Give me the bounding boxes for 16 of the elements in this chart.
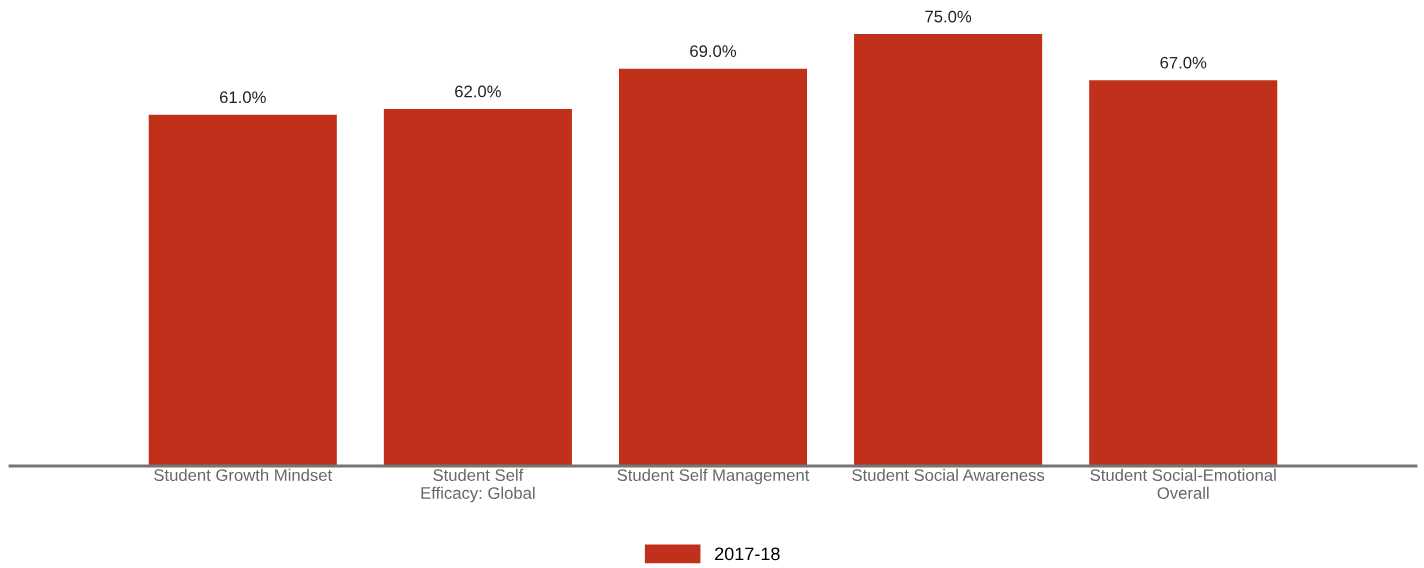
bar [383, 108, 572, 466]
data-label: 62.0% [455, 85, 501, 98]
bar [854, 34, 1043, 466]
data-label: 75.0% [925, 10, 972, 23]
x-tick-label: Student Social Awareness [852, 468, 1045, 482]
x-tick-label: Student Growth Mindset [154, 468, 333, 482]
data-label: 67.0% [1160, 56, 1207, 69]
bar [618, 68, 808, 466]
bar [148, 114, 337, 466]
data-label: 69.0% [690, 45, 737, 58]
x-tick-label: Student Self Efficacy: Global [421, 468, 535, 503]
x-tick-label: Student Self Management [617, 468, 810, 485]
data-label: 61.0% [219, 91, 266, 104]
bar [1089, 80, 1278, 466]
x-tick-label: Student Social-Emotional Overall [1090, 468, 1276, 499]
legend-label: 2017-18 [715, 547, 780, 561]
